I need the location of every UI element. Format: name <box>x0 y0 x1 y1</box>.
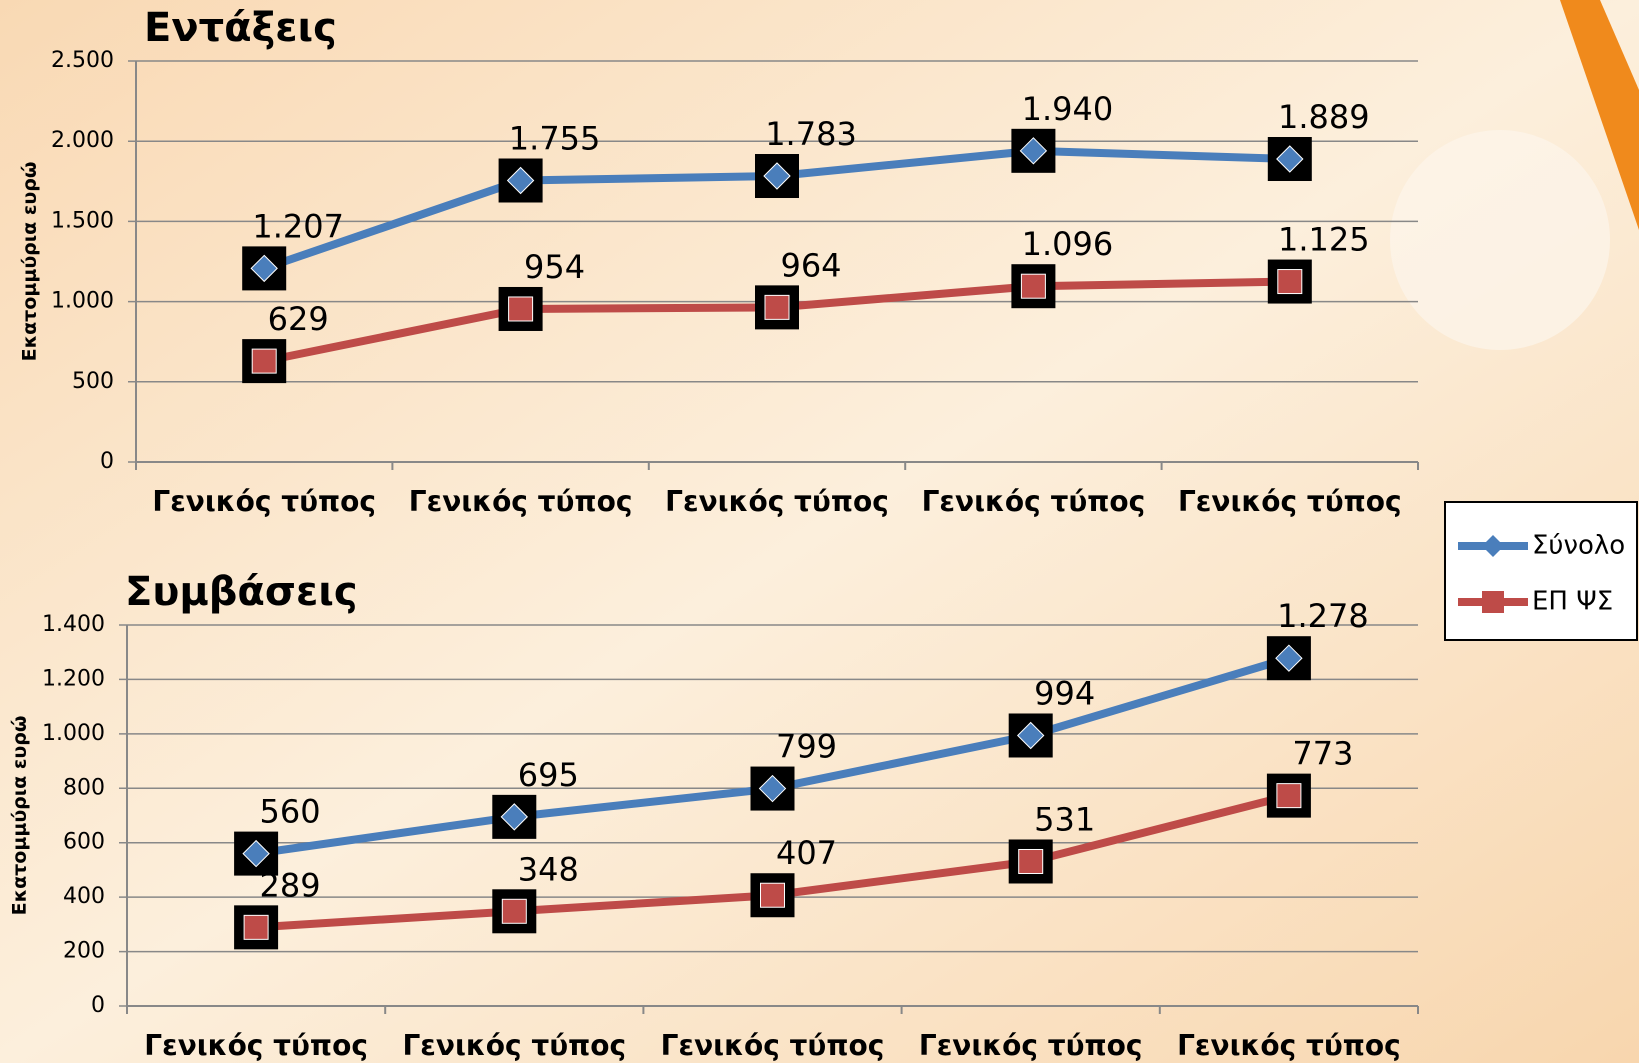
chart-title: Εντάξεις <box>144 5 337 51</box>
y-tick-label: 1.200 <box>42 666 105 691</box>
data-point <box>502 899 526 923</box>
data-label: 964 <box>780 246 841 284</box>
data-label: 629 <box>268 300 329 338</box>
data-label: 1.889 <box>1278 98 1370 136</box>
data-label: 1.783 <box>765 115 857 153</box>
x-tick-label: Γενικός τύπος <box>922 485 1146 518</box>
x-tick-label: Γενικός τύπος <box>409 485 633 518</box>
data-point <box>1278 270 1302 294</box>
data-label: 407 <box>776 834 837 872</box>
data-label: 695 <box>518 756 579 794</box>
x-tick-label: Γενικός τύπος <box>402 1029 626 1062</box>
data-point <box>509 297 533 321</box>
background <box>0 0 1639 1063</box>
y-axis-label: Εκατομμύρια ευρώ <box>19 162 41 362</box>
legend-label: Σύνολο <box>1532 531 1625 561</box>
data-label: 1.940 <box>1022 90 1114 128</box>
legend <box>1445 502 1637 640</box>
data-label: 531 <box>1034 800 1095 838</box>
y-tick-label: 500 <box>72 369 114 394</box>
data-label: 289 <box>260 866 321 904</box>
x-tick-label: Γενικός τύπος <box>152 485 376 518</box>
x-tick-label: Γενικός τύπος <box>661 1029 885 1062</box>
y-tick-label: 800 <box>63 775 105 800</box>
data-point <box>1021 274 1045 298</box>
legend-marker <box>1482 591 1504 613</box>
y-tick-label: 200 <box>63 939 105 964</box>
x-tick-label: Γενικός τύπος <box>919 1029 1143 1062</box>
data-label: 773 <box>1292 735 1353 773</box>
data-label: 1.755 <box>509 119 601 157</box>
y-tick-label: 0 <box>100 449 114 474</box>
data-point <box>1277 784 1301 808</box>
data-point <box>765 295 789 319</box>
y-tick-label: 1.500 <box>51 208 114 233</box>
y-tick-label: 0 <box>91 993 105 1018</box>
y-tick-label: 400 <box>63 884 105 909</box>
data-label: 1.125 <box>1278 221 1370 259</box>
data-label: 994 <box>1034 674 1095 712</box>
y-tick-label: 1.400 <box>42 612 105 637</box>
data-point <box>761 883 785 907</box>
decoration <box>1390 130 1610 350</box>
chart-title: Συμβάσεις <box>125 569 358 615</box>
y-tick-label: 600 <box>63 830 105 855</box>
x-tick-label: Γενικός τύπος <box>144 1029 368 1062</box>
y-tick-label: 2.000 <box>51 128 114 153</box>
data-label: 954 <box>524 248 585 286</box>
data-point <box>252 349 276 373</box>
legend-label: ΕΠ ΨΣ <box>1532 587 1613 617</box>
x-tick-label: Γενικός τύπος <box>665 485 889 518</box>
y-tick-label: 2.500 <box>51 48 114 73</box>
x-tick-label: Γενικός τύπος <box>1178 485 1402 518</box>
x-tick-label: Γενικός τύπος <box>1177 1029 1401 1062</box>
data-label: 1.278 <box>1277 597 1369 635</box>
data-label: 348 <box>518 850 579 888</box>
data-point <box>244 915 268 939</box>
y-tick-label: 1.000 <box>42 721 105 746</box>
data-label: 799 <box>776 728 837 766</box>
data-label: 1.207 <box>252 207 344 245</box>
page: Εντάξεις Εκατομμύρια ευρώ 0 500 1.000 1.500 2.… <box>0 0 1639 1063</box>
y-tick-label: 1.000 <box>51 289 114 314</box>
data-point <box>1019 849 1043 873</box>
data-label: 560 <box>260 793 321 831</box>
y-axis-label: Εκατομμύρια ευρώ <box>9 716 31 916</box>
data-label: 1.096 <box>1022 225 1114 263</box>
